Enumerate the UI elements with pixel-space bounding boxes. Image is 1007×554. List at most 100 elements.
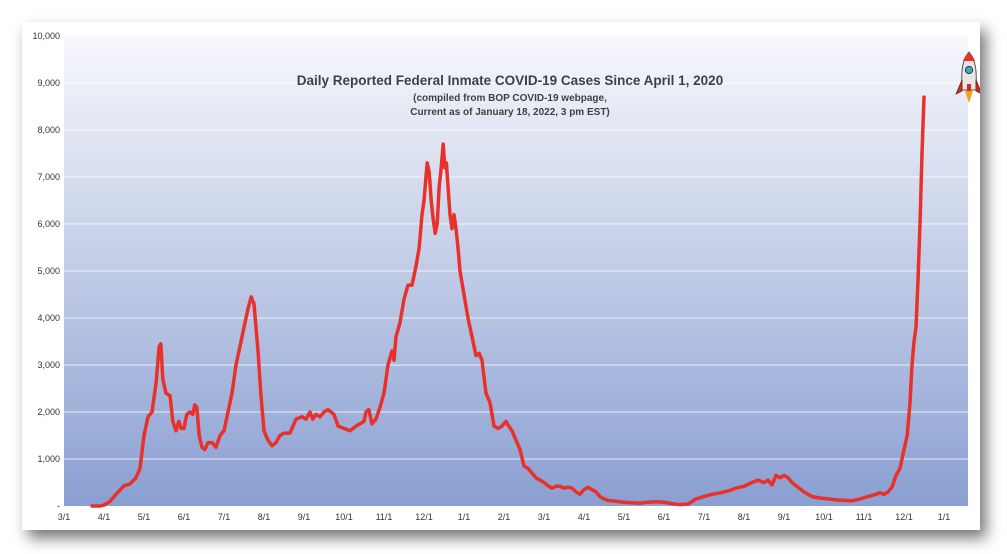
data-point <box>802 490 806 494</box>
data-point <box>882 492 886 496</box>
data-point <box>246 307 250 310</box>
data-point <box>496 427 500 430</box>
data-point <box>182 427 186 430</box>
data-point <box>171 420 175 423</box>
data-point <box>417 246 421 249</box>
data-point <box>874 492 878 496</box>
data-point <box>98 504 102 508</box>
data-point <box>914 326 918 329</box>
data-point <box>488 401 492 404</box>
data-point <box>710 492 714 496</box>
data-point <box>427 170 431 174</box>
data-point <box>282 431 286 435</box>
x-tick-label: 4/1 <box>578 512 591 522</box>
data-point <box>134 476 138 480</box>
data-point <box>654 500 658 504</box>
data-point <box>177 420 181 423</box>
data-point <box>662 500 666 504</box>
data-point <box>570 486 574 490</box>
data-point <box>274 441 278 444</box>
data-point <box>878 491 882 495</box>
data-point <box>606 498 610 502</box>
data-point <box>441 142 445 146</box>
data-point <box>164 391 168 395</box>
data-point <box>218 434 222 437</box>
data-point <box>448 213 452 217</box>
data-point <box>702 495 706 498</box>
x-axis-ticks: 3/1 4/1 5/1 6/1 7/1 8/1 9/1 10/1 11/1 12/1 1/1 2/1 3… <box>58 512 951 522</box>
data-point <box>518 448 522 451</box>
x-tick-label: 2/1 <box>498 512 511 522</box>
data-point <box>446 185 450 188</box>
data-point <box>230 391 234 395</box>
data-point <box>249 295 253 299</box>
data-point <box>850 499 854 503</box>
data-point <box>686 502 690 506</box>
data-point <box>534 476 538 480</box>
data-point <box>431 217 435 221</box>
data-point <box>912 340 916 343</box>
data-point <box>566 485 570 489</box>
data-point <box>916 279 920 282</box>
data-point <box>750 481 754 484</box>
data-point <box>114 492 118 496</box>
data-point <box>193 403 197 407</box>
y-tick-label: 2,000 <box>37 407 60 417</box>
data-point <box>256 349 260 353</box>
data-point <box>894 474 898 477</box>
data-point <box>314 412 318 416</box>
data-point <box>445 161 448 165</box>
data-point <box>374 417 378 421</box>
data-point <box>766 478 770 482</box>
data-point <box>402 297 406 301</box>
y-tick-label: 3,000 <box>37 360 60 370</box>
y-tick-label: 8,000 <box>37 125 60 135</box>
data-point <box>842 498 846 502</box>
data-point <box>195 405 199 409</box>
data-point <box>191 412 195 416</box>
data-point <box>646 500 650 504</box>
y-tick-label: 6,000 <box>37 219 60 229</box>
data-point <box>898 467 902 470</box>
data-points <box>90 95 926 508</box>
data-point <box>638 501 642 505</box>
data-point <box>762 481 766 484</box>
data-point <box>174 429 178 433</box>
chart-subtitle-line1: (compiled from BOP COVID-19 webpage, <box>413 93 607 104</box>
data-point <box>450 227 454 231</box>
y-tick-label: 7,000 <box>37 172 60 182</box>
data-point <box>484 391 488 395</box>
data-point <box>500 424 504 428</box>
line-chart: - 1,000 2,000 3,000 4,000 5,000 6,000 7,000 8,00… <box>32 31 980 522</box>
data-point <box>670 502 674 506</box>
data-point <box>598 495 602 498</box>
data-point <box>507 424 511 428</box>
data-point <box>142 434 146 437</box>
data-point <box>437 185 441 188</box>
data-point <box>278 434 282 437</box>
x-tick-label: 3/1 <box>58 512 71 522</box>
y-tick-label: 4,000 <box>37 313 60 323</box>
data-point <box>456 246 460 249</box>
data-point <box>138 467 142 470</box>
data-point <box>150 410 154 414</box>
x-tick-label: 7/1 <box>218 512 231 522</box>
data-point <box>386 363 390 367</box>
data-point <box>818 496 822 500</box>
data-point <box>530 471 534 475</box>
data-point <box>378 405 382 409</box>
data-point <box>590 488 594 491</box>
data-point <box>398 321 402 325</box>
x-tick-label: 12/1 <box>895 512 913 522</box>
data-point <box>203 448 207 451</box>
data-point <box>435 222 439 226</box>
x-tick-label: 10/1 <box>815 512 833 522</box>
x-tick-label: 8/1 <box>738 512 751 522</box>
data-point <box>200 445 204 449</box>
x-tick-label: 9/1 <box>778 512 791 522</box>
data-point <box>422 199 426 202</box>
data-point <box>810 495 814 498</box>
data-point <box>630 501 634 505</box>
data-point <box>458 269 462 273</box>
data-point <box>185 412 189 416</box>
